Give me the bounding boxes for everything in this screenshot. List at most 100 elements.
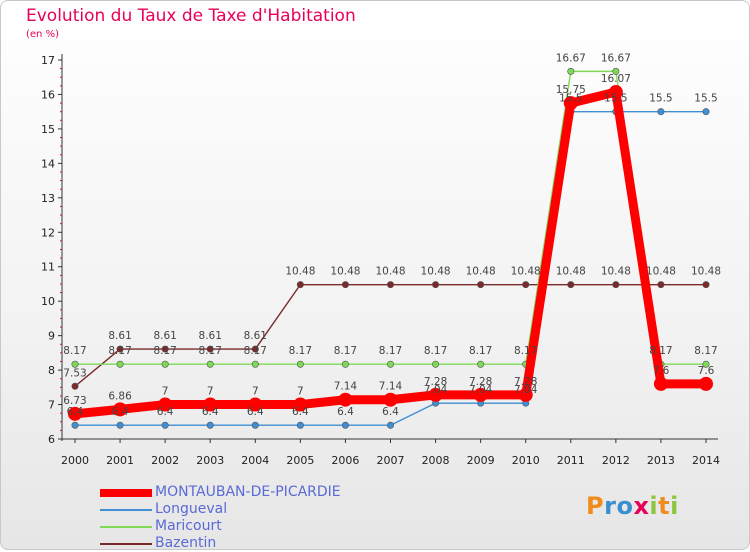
- data-label: 10.48: [466, 266, 496, 278]
- data-label: 7.04: [514, 384, 538, 396]
- y-tick-label: 17: [41, 54, 55, 67]
- data-point: [293, 397, 308, 412]
- x-tick-label: 2003: [196, 454, 224, 467]
- data-label: 8.17: [108, 345, 131, 357]
- data-point: [477, 281, 485, 289]
- data-label: 8.17: [694, 345, 717, 357]
- data-label: 6.4: [337, 406, 354, 418]
- legend-label: Longueval: [155, 501, 228, 517]
- data-point: [338, 392, 353, 407]
- data-label: 6.4: [247, 406, 264, 418]
- data-label: 7.14: [334, 381, 358, 393]
- x-tick-label: 2006: [331, 454, 359, 467]
- data-label: 6.4: [382, 406, 399, 418]
- data-point: [251, 421, 259, 429]
- data-label: 15.75: [556, 84, 586, 96]
- data-point: [113, 402, 128, 417]
- data-point: [653, 376, 668, 391]
- data-point: [612, 67, 620, 75]
- y-tick-label: 15: [41, 123, 55, 136]
- data-point: [383, 392, 398, 407]
- data-label: 7.04: [424, 384, 448, 396]
- data-label: 7.6: [653, 365, 670, 377]
- data-point: [341, 281, 349, 289]
- data-point: [386, 281, 394, 289]
- data-label: 15.5: [694, 93, 717, 105]
- data-point: [161, 345, 169, 353]
- data-label: 8.17: [63, 345, 86, 357]
- series-line-maricourt: [74, 70, 707, 365]
- chart-subtitle: (en %): [26, 29, 59, 40]
- chart-title: Evolution du Taux de Taxe d'Habitation: [26, 6, 356, 26]
- data-label: 7.28: [424, 376, 447, 388]
- legend-label: Maricourt: [155, 518, 222, 534]
- data-point: [612, 281, 620, 289]
- y-tick-label: 8: [48, 364, 55, 377]
- x-tick-label: 2008: [422, 454, 450, 467]
- x-tick-label: 2001: [106, 454, 134, 467]
- data-label: 8.17: [334, 345, 357, 357]
- data-point: [702, 360, 710, 368]
- data-label: 16.07: [601, 73, 631, 85]
- data-label: 6.4: [67, 406, 84, 418]
- data-point: [428, 387, 443, 402]
- data-label: 8.17: [469, 345, 492, 357]
- data-label: 6.4: [202, 406, 219, 418]
- data-label: 16.67: [556, 52, 586, 64]
- data-point: [116, 421, 124, 429]
- legend-label: Bazentin: [155, 535, 217, 551]
- data-label: 8.61: [244, 330, 267, 342]
- x-tick-label: 2013: [647, 454, 675, 467]
- data-point: [341, 360, 349, 368]
- data-label: 7.14: [379, 381, 403, 393]
- data-point: [206, 421, 214, 429]
- data-point: [248, 397, 263, 412]
- data-label: 10.48: [285, 266, 315, 278]
- x-tick-label: 2005: [286, 454, 314, 467]
- data-label: 10.48: [691, 266, 721, 278]
- data-point: [567, 281, 575, 289]
- data-label: 8.61: [199, 330, 222, 342]
- data-label: 10.48: [556, 266, 586, 278]
- data-point: [296, 421, 304, 429]
- data-point: [386, 421, 394, 429]
- data-label: 15.5: [649, 93, 672, 105]
- data-label: 8.17: [379, 345, 402, 357]
- data-point: [251, 360, 259, 368]
- data-label: 10.48: [646, 266, 676, 278]
- x-tick-label: 2014: [692, 454, 720, 467]
- data-label: 15.5: [604, 93, 627, 105]
- data-point: [161, 360, 169, 368]
- x-tick-label: 2000: [61, 454, 89, 467]
- data-label: 7.53: [63, 367, 86, 379]
- data-point: [71, 360, 79, 368]
- data-point: [518, 387, 533, 402]
- data-label: 10.48: [330, 266, 360, 278]
- data-label: 8.17: [649, 345, 672, 357]
- data-point: [68, 406, 82, 421]
- data-point: [206, 360, 214, 368]
- data-label: 7: [252, 386, 259, 398]
- data-label: 6.4: [292, 406, 309, 418]
- data-point: [567, 67, 575, 75]
- y-tick-label: 13: [41, 192, 55, 205]
- data-point: [296, 360, 304, 368]
- x-tick-label: 2009: [467, 454, 495, 467]
- data-point: [657, 281, 665, 289]
- y-tick-label: 10: [41, 295, 55, 308]
- data-label: 7: [207, 386, 214, 398]
- data-label: 8.17: [514, 345, 537, 357]
- data-label: 6.4: [112, 406, 129, 418]
- data-label: 6.86: [108, 390, 132, 402]
- data-point: [522, 281, 530, 289]
- data-label: 16.67: [601, 52, 631, 64]
- data-label: 8.17: [199, 345, 222, 357]
- data-point: [116, 345, 124, 353]
- legend-swatch: [100, 543, 152, 545]
- data-label: 10.48: [375, 266, 405, 278]
- data-point: [473, 387, 488, 402]
- data-point: [251, 345, 259, 353]
- data-label: 8.17: [424, 345, 447, 357]
